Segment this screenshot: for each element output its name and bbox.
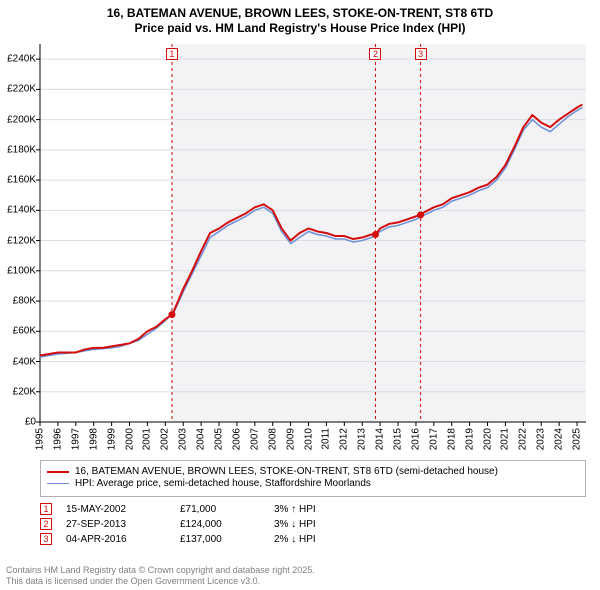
legend-swatch-icon xyxy=(47,483,69,485)
x-axis-tick-label: 2006 xyxy=(231,428,242,450)
x-axis-tick-label: 2019 xyxy=(464,428,475,450)
x-axis-tick-label: 2003 xyxy=(178,428,189,450)
legend-label: 16, BATEMAN AVENUE, BROWN LEES, STOKE-ON… xyxy=(75,466,498,477)
x-axis-tick-label: 2005 xyxy=(214,428,225,450)
title-line-2: Price paid vs. HM Land Registry's House … xyxy=(0,21,600,36)
footer-attribution: Contains HM Land Registry data © Crown c… xyxy=(6,565,315,586)
x-axis-tick-label: 1996 xyxy=(52,428,63,450)
x-axis-tick-label: 2010 xyxy=(303,428,314,450)
x-axis-tick-label: 2023 xyxy=(536,428,547,450)
event-row: 3 04-APR-2016 £137,000 2% ↓ HPI xyxy=(40,533,586,545)
x-axis-tick-label: 2020 xyxy=(482,428,493,450)
legend-swatch-icon xyxy=(47,471,69,473)
x-axis-tick-label: 2004 xyxy=(196,428,207,450)
event-marker-icon: 1 xyxy=(40,503,52,515)
x-axis-tick-label: 1995 xyxy=(35,428,46,450)
event-price: £124,000 xyxy=(180,519,260,530)
x-axis-tick-label: 2025 xyxy=(572,428,583,450)
y-axis-tick-label: £160K xyxy=(7,175,36,186)
x-axis-tick-label: 2007 xyxy=(249,428,260,450)
x-axis-tick-label: 2008 xyxy=(267,428,278,450)
title-line-1: 16, BATEMAN AVENUE, BROWN LEES, STOKE-ON… xyxy=(0,6,600,21)
event-marker-number: 2 xyxy=(43,520,48,529)
event-price: £137,000 xyxy=(180,534,260,545)
legend: 16, BATEMAN AVENUE, BROWN LEES, STOKE-ON… xyxy=(40,460,586,497)
event-row: 1 15-MAY-2002 £71,000 3% ↑ HPI xyxy=(40,503,586,515)
footer-line-2: This data is licensed under the Open Gov… xyxy=(6,576,315,586)
legend-item: 16, BATEMAN AVENUE, BROWN LEES, STOKE-ON… xyxy=(47,466,579,477)
event-row: 2 27-SEP-2013 £124,000 3% ↓ HPI xyxy=(40,518,586,530)
y-axis-tick-label: £20K xyxy=(13,386,36,397)
event-marker-icon: 2 xyxy=(40,518,52,530)
y-axis-tick-label: £200K xyxy=(7,114,36,125)
event-date: 15-MAY-2002 xyxy=(66,504,166,515)
event-marker-number: 1 xyxy=(43,505,48,514)
x-axis-tick-label: 2022 xyxy=(518,428,529,450)
chart-event-marker-icon: 1 xyxy=(166,48,178,60)
x-axis-tick-label: 2021 xyxy=(500,428,511,450)
x-axis-tick-label: 2018 xyxy=(446,428,457,450)
x-axis-tick-label: 2016 xyxy=(410,428,421,450)
chart-event-marker-icon: 2 xyxy=(369,48,381,60)
x-axis-tick-label: 1997 xyxy=(70,428,81,450)
event-date: 04-APR-2016 xyxy=(66,534,166,545)
event-change: 3% ↓ HPI xyxy=(274,519,394,530)
x-axis-tick-label: 2011 xyxy=(321,428,332,450)
y-axis-tick-label: £120K xyxy=(7,235,36,246)
y-axis-tick-label: £0 xyxy=(25,417,36,428)
event-marker-number: 3 xyxy=(43,535,48,544)
x-axis-tick-label: 2001 xyxy=(142,428,153,450)
x-axis-tick-label: 2017 xyxy=(428,428,439,450)
event-marker-icon: 3 xyxy=(40,533,52,545)
event-date: 27-SEP-2013 xyxy=(66,519,166,530)
legend-item: HPI: Average price, semi-detached house,… xyxy=(47,478,579,489)
x-axis-tick-label: 2012 xyxy=(339,428,350,450)
title-block: 16, BATEMAN AVENUE, BROWN LEES, STOKE-ON… xyxy=(0,0,600,36)
x-axis-tick-label: 2013 xyxy=(357,428,368,450)
x-axis-tick-label: 2024 xyxy=(554,428,565,450)
x-axis-tick-label: 1998 xyxy=(88,428,99,450)
chart-event-marker-icon: 3 xyxy=(415,48,427,60)
y-axis-tick-label: £40K xyxy=(13,356,36,367)
footer-line-1: Contains HM Land Registry data © Crown c… xyxy=(6,565,315,575)
legend-label: HPI: Average price, semi-detached house,… xyxy=(75,478,371,489)
event-change: 3% ↑ HPI xyxy=(274,504,394,515)
x-axis-tick-label: 2000 xyxy=(124,428,135,450)
y-axis-tick-label: £220K xyxy=(7,84,36,95)
y-axis-tick-label: £140K xyxy=(7,205,36,216)
y-axis-tick-label: £180K xyxy=(7,144,36,155)
x-axis-tick-label: 2002 xyxy=(160,428,171,450)
chart-svg xyxy=(40,44,586,422)
x-axis-tick-label: 2014 xyxy=(375,428,386,450)
chart-plot-area: £0£20K£40K£60K£80K£100K£120K£140K£160K£1… xyxy=(40,44,586,422)
y-axis-tick-label: £60K xyxy=(13,326,36,337)
x-axis-tick-label: 2015 xyxy=(393,428,404,450)
y-axis-tick-label: £80K xyxy=(13,296,36,307)
event-price: £71,000 xyxy=(180,504,260,515)
y-axis-tick-label: £240K xyxy=(7,54,36,65)
chart-container: 16, BATEMAN AVENUE, BROWN LEES, STOKE-ON… xyxy=(0,0,600,590)
x-axis-tick-label: 2009 xyxy=(285,428,296,450)
y-axis-tick-label: £100K xyxy=(7,265,36,276)
event-change: 2% ↓ HPI xyxy=(274,534,394,545)
x-axis-tick-label: 1999 xyxy=(106,428,117,450)
events-table: 1 15-MAY-2002 £71,000 3% ↑ HPI 2 27-SEP-… xyxy=(40,500,586,548)
